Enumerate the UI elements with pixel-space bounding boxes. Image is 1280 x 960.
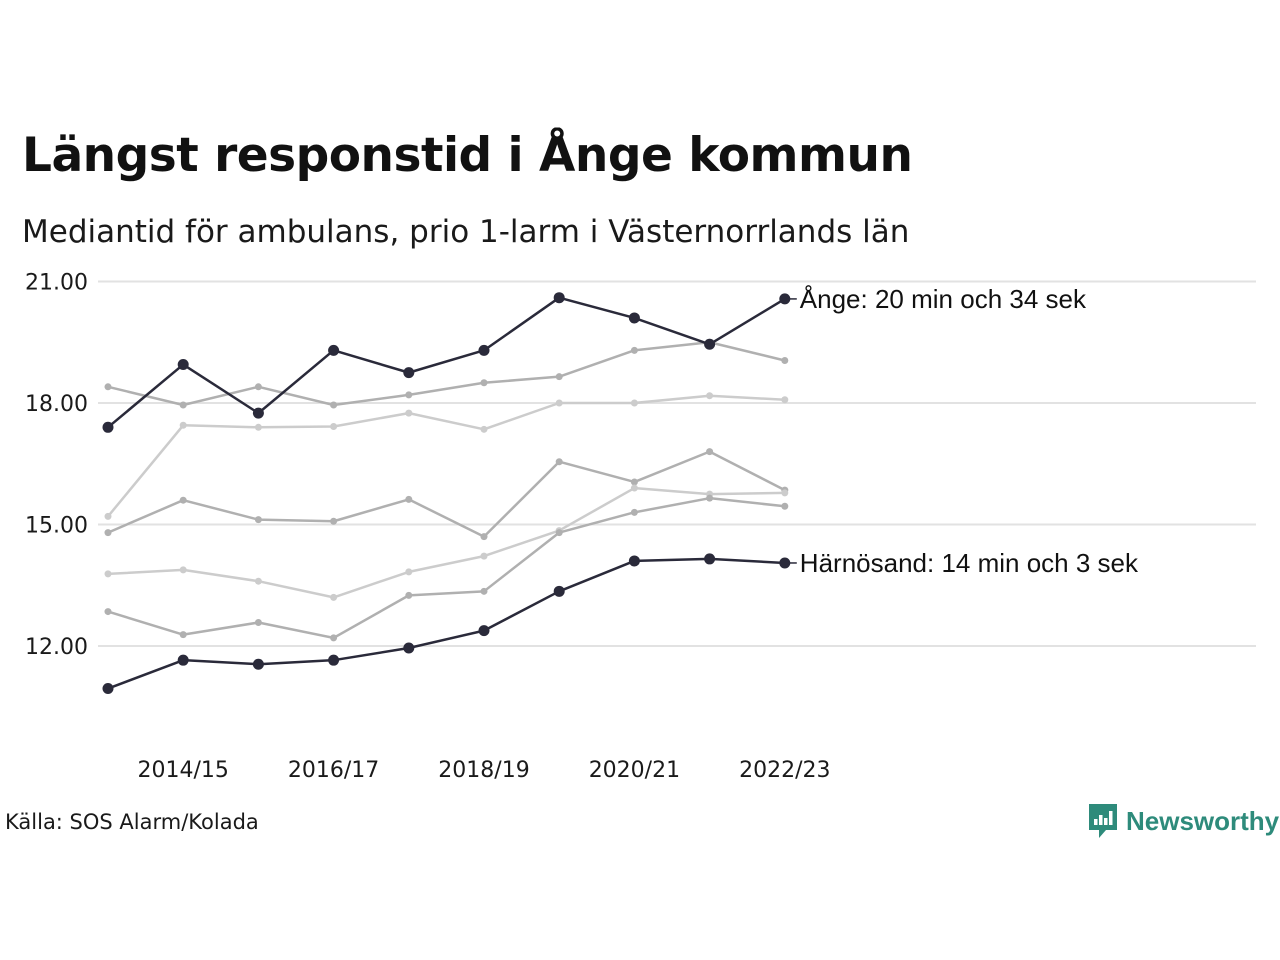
- x-tick-label: 2020/21: [589, 758, 680, 783]
- background-series-point: [706, 494, 714, 502]
- background-series-point: [555, 373, 563, 381]
- series--nge-point: [403, 367, 415, 379]
- series--nge-point: [628, 312, 640, 324]
- background-series-point: [630, 508, 638, 516]
- x-tick-label: 2016/17: [288, 758, 379, 783]
- background-series-point: [630, 484, 638, 492]
- series-label--nge: Ånge: 20 min och 34 sek: [800, 284, 1087, 314]
- series--nge-point: [478, 344, 490, 356]
- series-h-rn-sand-point: [478, 625, 490, 637]
- background-series-point: [555, 529, 563, 537]
- background-series-point: [104, 529, 112, 537]
- series-h-rn-sand-point: [628, 555, 640, 567]
- chart-title: Längst responstid i Ånge kommun: [22, 128, 913, 183]
- background-series-line: [107, 486, 785, 599]
- background-series-point: [254, 423, 262, 431]
- series-h-rn-sand-point: [403, 642, 415, 654]
- background-series-point: [254, 516, 262, 524]
- series-h-rn-sand-point: [177, 654, 189, 666]
- background-series-point: [330, 422, 338, 430]
- y-tick-label: 12.00: [25, 635, 88, 660]
- background-series-point: [330, 401, 338, 409]
- background-series-point: [781, 502, 789, 510]
- background-series-point: [405, 409, 413, 417]
- background-series-point: [254, 619, 262, 627]
- background-series-point: [254, 577, 262, 585]
- series-h-rn-sand-point: [102, 683, 114, 695]
- series-h-rn-sand-point: [553, 585, 565, 597]
- x-tick-label: 2022/23: [739, 758, 830, 783]
- series--nge-point: [328, 344, 340, 356]
- brand-logo[interactable]: Newsworthy: [1088, 803, 1279, 839]
- series-h-rn-sand-point: [328, 654, 340, 666]
- background-series-point: [104, 608, 112, 616]
- background-series-point: [330, 634, 338, 642]
- background-series-point: [480, 379, 488, 387]
- series-label-h-rn-sand: Härnösand: 14 min och 3 sek: [800, 548, 1139, 578]
- chart-subtitle: Mediantid för ambulans, prio 1-larm i Vä…: [22, 214, 910, 250]
- background-series-line: [107, 496, 785, 640]
- background-series-point: [630, 399, 638, 407]
- background-series-line: [107, 341, 786, 407]
- background-series-point: [405, 568, 413, 576]
- series--nge-point: [252, 407, 264, 419]
- background-series-point: [330, 593, 338, 601]
- y-tick-label: 21.00: [25, 271, 88, 296]
- background-series-point: [104, 383, 112, 391]
- background-series-point: [179, 401, 187, 409]
- series--nge-point: [102, 421, 114, 433]
- series--nge-line: [107, 296, 786, 429]
- background-series-point: [480, 587, 488, 595]
- brand-name: Newsworthy: [1126, 805, 1280, 836]
- background-series-point: [706, 448, 714, 456]
- y-tick-label: 15.00: [25, 514, 88, 539]
- background-series-point: [781, 396, 789, 404]
- background-series-line: [107, 394, 785, 518]
- background-series-point: [480, 552, 488, 560]
- background-series-point: [630, 346, 638, 354]
- series-h-rn-sand-line: [107, 557, 785, 690]
- y-tick-label: 18.00: [25, 392, 88, 417]
- x-tick-label: 2018/19: [438, 758, 529, 783]
- background-series-point: [480, 425, 488, 433]
- x-tick-label: 2014/15: [137, 758, 228, 783]
- background-series-point: [630, 478, 638, 486]
- background-series-point: [254, 383, 262, 391]
- background-series-point: [781, 489, 789, 497]
- newsworthy-logo-icon: [1089, 804, 1117, 838]
- background-series-point: [104, 512, 112, 520]
- series--nge-point: [177, 359, 189, 371]
- background-series-point: [179, 631, 187, 639]
- background-series-point: [405, 591, 413, 599]
- series-h-rn-sand-point: [704, 553, 716, 565]
- background-series-point: [330, 517, 338, 525]
- background-series-point: [405, 391, 413, 399]
- source-note: Källa: SOS Alarm/Kolada: [5, 810, 259, 834]
- background-series-point: [179, 496, 187, 504]
- background-series-point: [706, 392, 714, 400]
- series-h-rn-sand-point: [252, 658, 264, 670]
- background-series-line: [107, 450, 786, 538]
- background-series-point: [480, 533, 488, 541]
- background-series-point: [781, 356, 789, 364]
- background-series-point: [179, 566, 187, 574]
- background-series-point: [179, 421, 187, 429]
- series--nge-point: [704, 338, 716, 350]
- background-series-point: [555, 458, 563, 466]
- background-series-point: [555, 399, 563, 407]
- background-series-point: [405, 495, 413, 503]
- background-series-point: [104, 570, 112, 578]
- series--nge-point: [553, 292, 565, 304]
